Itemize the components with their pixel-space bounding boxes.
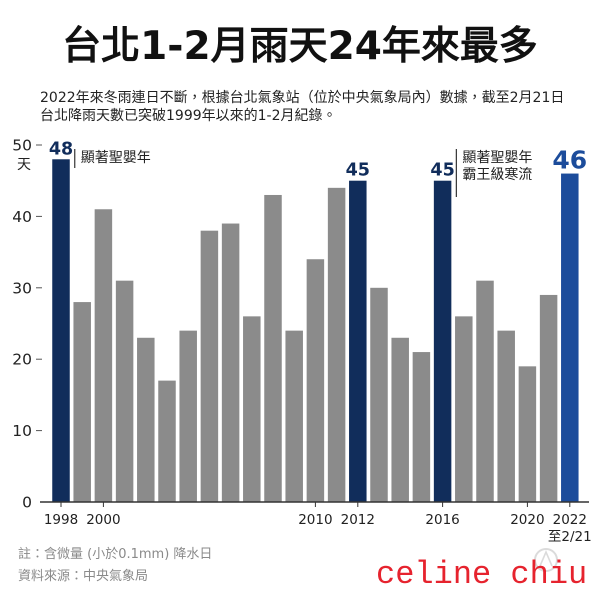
bar-2008 — [264, 194, 282, 503]
bar-2003 — [158, 380, 176, 502]
x-tick-note: 至2/21 — [548, 529, 592, 545]
chart-title: 台北1-2月雨天24年來最多 — [62, 24, 538, 69]
x-tick-label: 2016 — [425, 512, 459, 528]
annotation-text: 顯著聖嬰年 — [462, 150, 532, 166]
bar-2022 — [561, 173, 579, 502]
data-label-2022: 46 — [552, 146, 587, 175]
y-tick-label: 10 — [12, 422, 32, 440]
bar-2002 — [137, 337, 155, 502]
bar-2004 — [179, 330, 197, 502]
bar-2009 — [285, 330, 303, 502]
bar-2006 — [221, 223, 240, 503]
data-label-2016: 45 — [430, 161, 454, 181]
subtitle-line-2: 台北降雨天數已突破1999年以來的1-2月紀錄。 — [40, 108, 337, 124]
axes: 0 10 20 30 40 50 天 1998 2000 2010 2012 2016 2020 2022… — [12, 137, 591, 546]
annotation-text: 霸王級寒流 — [462, 166, 532, 183]
x-tick-label: 2020 — [510, 512, 544, 528]
bar-2021 — [539, 294, 558, 502]
x-tick-label: 2022 — [553, 512, 587, 528]
bars — [52, 159, 579, 503]
bar-2012 — [349, 180, 367, 502]
x-tick-label: 2010 — [298, 512, 332, 528]
y-tick-label: 30 — [12, 279, 32, 297]
bar-1999 — [73, 302, 91, 502]
x-tick-label: 2000 — [86, 512, 120, 528]
source-note: 資料來源：中央氣象局 — [18, 569, 149, 584]
chart-subtitle: 2022年來冬雨連日不斷，根據台北氣象站（位於中央氣象局內）數據，截至2月21日… — [40, 89, 590, 125]
bar-2011 — [327, 187, 346, 502]
x-tick-label: 1998 — [44, 512, 78, 528]
footnote: 註：含微量 (小於0.1mm) 降水日 — [18, 547, 213, 562]
bar-2010 — [306, 259, 325, 502]
bar-2014 — [391, 337, 409, 502]
data-labels: 48 45 45 46 — [49, 139, 587, 180]
watermark: celine chiu — [376, 556, 588, 593]
bar-2007 — [243, 316, 261, 502]
annotation-1998: 顯著聖嬰年 — [74, 149, 151, 168]
cna-logo-mark — [539, 549, 553, 567]
bar-2001 — [115, 280, 134, 502]
footer: 註：含微量 (小於0.1mm) 降水日 資料來源：中央氣象局 — [18, 544, 212, 588]
bar-2000 — [94, 209, 113, 502]
bar-2020 — [518, 366, 537, 502]
subtitle-line-1: 2022年來冬雨連日不斷，根據台北氣象站（位於中央氣象局內）數據，截至2月21日 — [40, 90, 565, 106]
y-tick-label: 40 — [12, 208, 32, 226]
cna-logo-ring — [534, 548, 558, 572]
data-label-1998: 48 — [49, 139, 73, 159]
x-tick-label: 2012 — [341, 512, 375, 528]
y-tick-label: 20 — [12, 351, 32, 369]
cna-logo — [534, 548, 558, 572]
bar-1998 — [52, 159, 70, 502]
y-axis-unit: 天 — [17, 157, 31, 173]
y-tick-label: 0 — [22, 494, 32, 512]
data-label-2012: 45 — [346, 161, 370, 181]
y-tick-label: 50 — [12, 137, 32, 155]
bar-2017 — [455, 316, 473, 502]
bar-2005 — [200, 230, 219, 502]
annotation-text: 顯著聖嬰年 — [81, 150, 151, 166]
bar-2013 — [370, 287, 388, 502]
bar-2019 — [497, 330, 515, 502]
bar-2015 — [412, 352, 431, 502]
bar-2016 — [433, 180, 452, 502]
bar-2018 — [476, 280, 494, 502]
